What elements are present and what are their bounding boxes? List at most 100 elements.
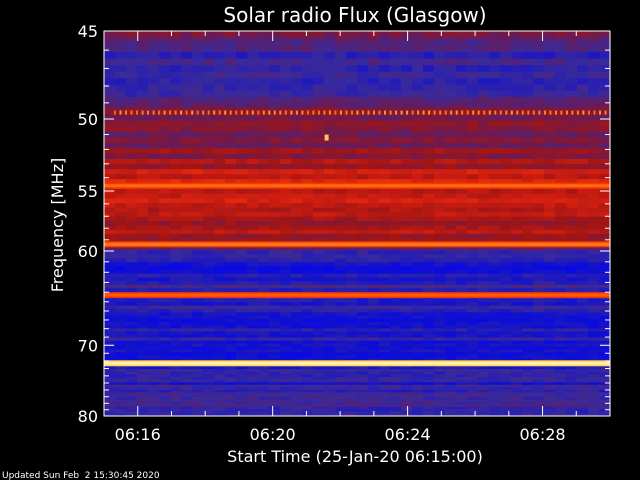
heatmap-cell — [335, 369, 347, 373]
heatmap-cell — [258, 389, 270, 393]
heatmap-cell — [269, 258, 281, 263]
heatmap-cell — [445, 349, 457, 353]
heatmap-cell — [588, 78, 600, 86]
heatmap-cell — [599, 322, 611, 326]
heatmap-cell — [302, 246, 314, 252]
heatmap-cell — [258, 254, 270, 259]
heatmap-cell — [159, 233, 171, 239]
heatmap-cell — [511, 148, 523, 155]
heatmap-cell — [137, 369, 149, 373]
heatmap-cell — [478, 164, 490, 170]
heatmap-cell — [555, 266, 567, 271]
heatmap-cell — [324, 318, 336, 323]
heatmap-cell — [401, 397, 413, 401]
heatmap-cell — [192, 322, 204, 326]
heatmap-cell — [357, 284, 369, 289]
heatmap-cell — [544, 340, 556, 345]
heatmap-cell — [159, 71, 171, 79]
heatmap-cell — [104, 309, 116, 313]
heatmap-cell — [302, 148, 314, 155]
heatmap-cell — [258, 397, 270, 401]
heatmap-cell — [511, 404, 523, 408]
heatmap-cell — [511, 343, 523, 348]
heatmap-cell — [445, 397, 457, 401]
heatmap-cell — [368, 164, 380, 170]
heatmap-cell — [445, 212, 457, 218]
heatmap-cell — [115, 309, 127, 313]
heatmap-cell — [148, 346, 160, 351]
heatmap-cell — [335, 266, 347, 271]
heatmap-cell — [291, 114, 303, 122]
heatmap-cell — [170, 216, 182, 222]
emission-line-dot — [395, 110, 398, 115]
heatmap-cell — [170, 153, 182, 160]
heatmap-cell — [203, 281, 215, 286]
heatmap-cell — [533, 250, 545, 256]
heatmap-cell — [313, 298, 325, 303]
heatmap-cell — [313, 126, 325, 133]
heatmap-cell — [357, 371, 369, 376]
heatmap-cell — [467, 212, 479, 218]
heatmap-cell — [346, 266, 358, 271]
heatmap-cell — [489, 262, 501, 267]
heatmap-cell — [159, 254, 171, 259]
heatmap-cell — [346, 246, 358, 252]
heatmap-cell — [258, 266, 270, 271]
heatmap-cell — [379, 158, 391, 165]
heatmap-cell — [324, 164, 336, 170]
heatmap-cell — [511, 340, 523, 345]
heatmap-cell — [357, 346, 369, 351]
heatmap-cell — [544, 309, 556, 313]
heatmap-cell — [467, 84, 479, 92]
heatmap-cell — [148, 325, 160, 329]
heatmap-cell — [577, 266, 589, 271]
heatmap-cell — [181, 352, 193, 356]
heatmap-cell — [313, 404, 325, 408]
heatmap-cell — [423, 126, 435, 133]
heatmap-cell — [225, 203, 237, 209]
heatmap-cell — [203, 392, 215, 396]
heatmap-cell — [115, 374, 127, 378]
heatmap-cell — [148, 78, 160, 86]
heatmap-cell — [544, 369, 556, 373]
heatmap-cell — [313, 96, 325, 104]
heatmap-cell — [522, 193, 534, 200]
heatmap-cell — [148, 58, 160, 66]
heatmap-cell — [269, 193, 281, 200]
heatmap-cell — [181, 169, 193, 175]
heatmap-cell — [522, 305, 534, 310]
heatmap-cell — [269, 387, 281, 391]
heatmap-cell — [467, 103, 479, 110]
heatmap-cell — [126, 392, 138, 396]
heatmap-cell — [533, 325, 545, 329]
heatmap-cell — [346, 174, 358, 180]
heatmap-cell — [126, 137, 138, 144]
heatmap-cell — [280, 413, 292, 417]
heatmap-cell — [203, 229, 215, 235]
heatmap-cell — [566, 233, 578, 239]
heatmap-cell — [489, 377, 501, 381]
heatmap-cell — [159, 203, 171, 209]
heatmap-cell — [566, 277, 578, 282]
heatmap-cell — [192, 315, 204, 320]
emission-line-dot — [317, 110, 320, 115]
heatmap-cell — [599, 221, 611, 226]
heatmap-cell — [588, 411, 600, 415]
heatmap-cell — [555, 399, 567, 403]
heatmap-cell — [577, 318, 589, 323]
heatmap-cell — [291, 389, 303, 393]
heatmap-cell — [324, 298, 336, 303]
heatmap-cell — [302, 84, 314, 92]
heatmap-cell — [412, 389, 424, 393]
heatmap-cell — [456, 216, 468, 222]
heatmap-cell — [236, 269, 248, 275]
heatmap-cell — [577, 179, 589, 185]
heatmap-cell — [588, 382, 600, 386]
heatmap-cell — [258, 51, 270, 60]
heatmap-cell — [291, 164, 303, 170]
heatmap-cell — [115, 325, 127, 329]
heatmap-cell — [159, 281, 171, 286]
heatmap-cell — [522, 288, 534, 293]
heatmap-cell — [181, 193, 193, 200]
heatmap-cell — [170, 158, 182, 165]
